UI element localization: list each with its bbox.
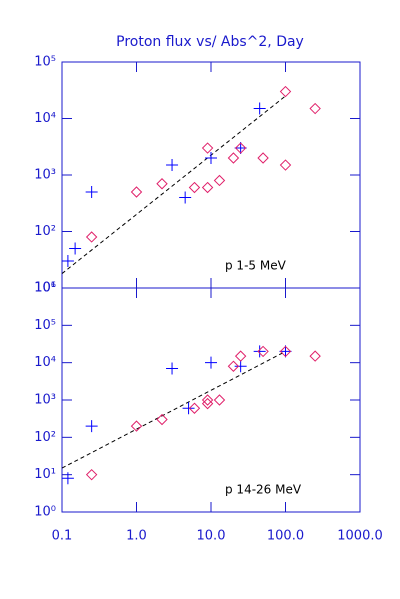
- plus-marker: [279, 345, 292, 358]
- diamond-marker: [85, 231, 98, 243]
- y-tick-label: 10²: [34, 224, 56, 239]
- y-tick-label: 10²: [34, 430, 56, 445]
- plus-marker: [166, 159, 179, 172]
- annotation: p 1-5 MeV: [225, 259, 287, 273]
- diamond-marker: [279, 85, 292, 98]
- diamond-marker: [188, 181, 201, 194]
- y-tick-label: 10⁵: [34, 55, 56, 70]
- diamond-marker: [130, 186, 143, 198]
- plus-marker: [253, 102, 266, 115]
- diamond-marker: [201, 181, 214, 194]
- y-tick-label: 10⁰: [34, 505, 56, 520]
- y-tick-label: 10⁶: [34, 281, 56, 296]
- y-tick-label: 10¹: [34, 467, 56, 482]
- plus-marker: [61, 255, 74, 268]
- diamond-marker: [201, 142, 214, 154]
- plus-marker: [85, 186, 98, 199]
- plus-marker: [182, 402, 195, 415]
- diamond-marker: [257, 152, 269, 164]
- diamond-marker: [201, 397, 214, 410]
- y-tick-label: 10⁴: [34, 111, 56, 126]
- x-tick-label: 100.0: [267, 529, 304, 544]
- diamond-marker: [213, 394, 226, 406]
- plus-marker: [205, 151, 217, 164]
- x-tick-label: 10.0: [197, 529, 226, 544]
- diamond-marker: [130, 420, 143, 432]
- plus-marker: [166, 362, 179, 375]
- chart-title: Proton flux vs/ Abs^2, Day: [116, 34, 304, 50]
- y-tick-label: 10⁵: [34, 318, 56, 333]
- diamond-marker: [156, 413, 168, 426]
- diamond-marker: [213, 174, 226, 187]
- plus-marker: [205, 356, 217, 369]
- diamond-marker: [156, 178, 168, 190]
- plus-marker: [234, 142, 247, 155]
- diamond-marker: [85, 468, 98, 481]
- x-tick-label: 1.0: [126, 529, 147, 544]
- plot-frame: [61, 61, 361, 289]
- plus-marker: [253, 345, 266, 358]
- fit-line: [61, 350, 286, 469]
- plus-marker: [234, 360, 247, 373]
- diamond-marker: [257, 345, 269, 358]
- diamond-marker: [227, 152, 240, 164]
- y-tick-label: 10³: [34, 168, 56, 183]
- diamond-marker: [309, 350, 321, 362]
- y-tick-label: 10¹: [34, 281, 56, 296]
- diamond-marker: [234, 142, 247, 154]
- plus-marker: [69, 242, 82, 255]
- x-tick-label: 0.1: [52, 529, 73, 544]
- y-tick-label: 10³: [34, 393, 56, 408]
- diamond-marker: [279, 345, 292, 358]
- plus-marker: [61, 472, 74, 485]
- y-tick-label: 10⁴: [34, 355, 56, 370]
- x-tick-label: 1000.0: [337, 529, 383, 544]
- plus-marker: [179, 191, 192, 204]
- diamond-marker: [188, 402, 201, 414]
- plot-frame: [61, 287, 361, 513]
- diamond-marker: [279, 159, 292, 171]
- diamond-marker: [227, 360, 240, 372]
- diamond-marker: [201, 394, 214, 406]
- annotation: p 14-26 MeV: [225, 483, 302, 497]
- diamond-marker: [234, 350, 247, 362]
- fit-line: [61, 95, 286, 274]
- plus-marker: [85, 420, 98, 433]
- diamond-marker: [309, 102, 321, 115]
